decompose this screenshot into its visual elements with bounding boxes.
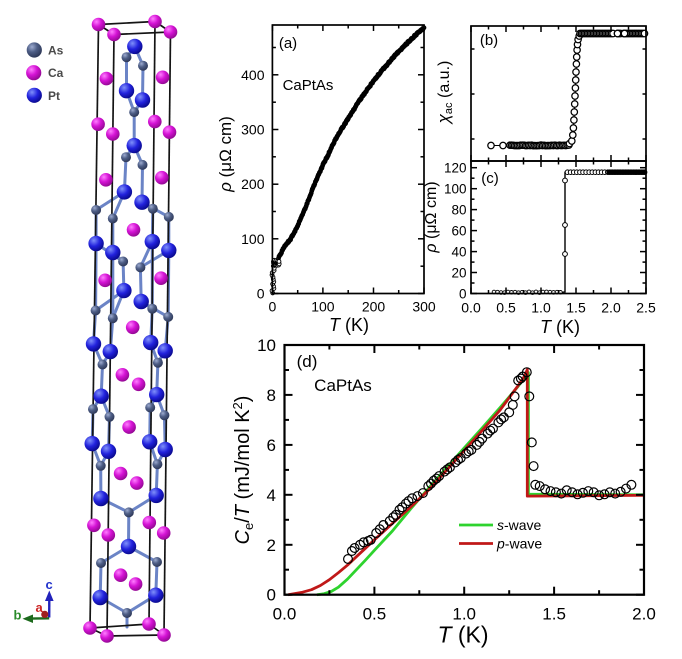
svg-text:20: 20 xyxy=(451,265,466,280)
svg-text:0.5: 0.5 xyxy=(496,300,516,316)
svg-text:2: 2 xyxy=(267,536,276,555)
svg-text:b: b xyxy=(14,608,22,623)
svg-text:120: 120 xyxy=(444,161,467,176)
svg-text:0.0: 0.0 xyxy=(461,300,481,316)
svg-text:1.0: 1.0 xyxy=(531,300,551,316)
svg-text:1.5: 1.5 xyxy=(542,605,566,624)
svg-text:s-wave: s-wave xyxy=(497,517,542,533)
svg-text:T (K): T (K) xyxy=(437,622,488,648)
svg-text:0.5: 0.5 xyxy=(363,605,387,624)
svg-text:200: 200 xyxy=(362,299,386,315)
svg-text:200: 200 xyxy=(241,176,265,192)
svg-text:2.0: 2.0 xyxy=(632,605,656,624)
svg-text:χac (a.u.): χac (a.u.) xyxy=(434,61,455,126)
svg-text:1.0: 1.0 xyxy=(452,605,476,624)
svg-text:8: 8 xyxy=(267,386,276,405)
svg-text:60: 60 xyxy=(451,223,466,238)
svg-text:4: 4 xyxy=(267,486,276,505)
svg-text:300: 300 xyxy=(241,122,265,138)
svg-text:1.5: 1.5 xyxy=(566,300,586,316)
svg-text:c: c xyxy=(46,577,53,592)
svg-text:a: a xyxy=(36,600,44,615)
svg-text:0.0: 0.0 xyxy=(273,605,297,624)
svg-text:ρ (μΩ cm): ρ (μΩ cm) xyxy=(423,181,440,253)
svg-text:2.0: 2.0 xyxy=(601,300,621,316)
svg-text:Ce/T (mJ/mol K2): Ce/T (mJ/mol K2) xyxy=(230,396,256,545)
svg-text:T (K): T (K) xyxy=(540,317,580,337)
svg-text:0: 0 xyxy=(459,286,467,301)
svg-text:Pt: Pt xyxy=(48,89,60,103)
svg-text:CaPtAs: CaPtAs xyxy=(314,376,372,395)
svg-text:10: 10 xyxy=(257,336,276,355)
svg-text:As: As xyxy=(48,44,64,58)
svg-text:0: 0 xyxy=(267,586,276,605)
svg-text:(c): (c) xyxy=(481,170,499,187)
svg-text:0: 0 xyxy=(269,299,277,315)
svg-text:100: 100 xyxy=(444,182,467,197)
svg-text:(d): (d) xyxy=(297,352,318,371)
svg-text:0: 0 xyxy=(257,286,265,302)
svg-text:100: 100 xyxy=(241,231,265,247)
svg-text:(a): (a) xyxy=(279,35,297,52)
svg-text:6: 6 xyxy=(267,436,276,455)
svg-text:(b): (b) xyxy=(480,32,498,49)
svg-text:p-wave: p-wave xyxy=(496,536,542,552)
svg-text:300: 300 xyxy=(412,299,436,315)
svg-text:80: 80 xyxy=(451,202,466,217)
svg-text:400: 400 xyxy=(241,67,265,83)
svg-text:2.5: 2.5 xyxy=(636,300,656,316)
svg-text:40: 40 xyxy=(451,244,466,259)
svg-text:CaPtAs: CaPtAs xyxy=(283,77,334,94)
svg-text:100: 100 xyxy=(311,299,335,315)
svg-text:T (K): T (K) xyxy=(329,315,369,335)
svg-text:ρ (μΩ cm): ρ (μΩ cm) xyxy=(216,116,235,193)
svg-text:Ca: Ca xyxy=(48,66,64,80)
